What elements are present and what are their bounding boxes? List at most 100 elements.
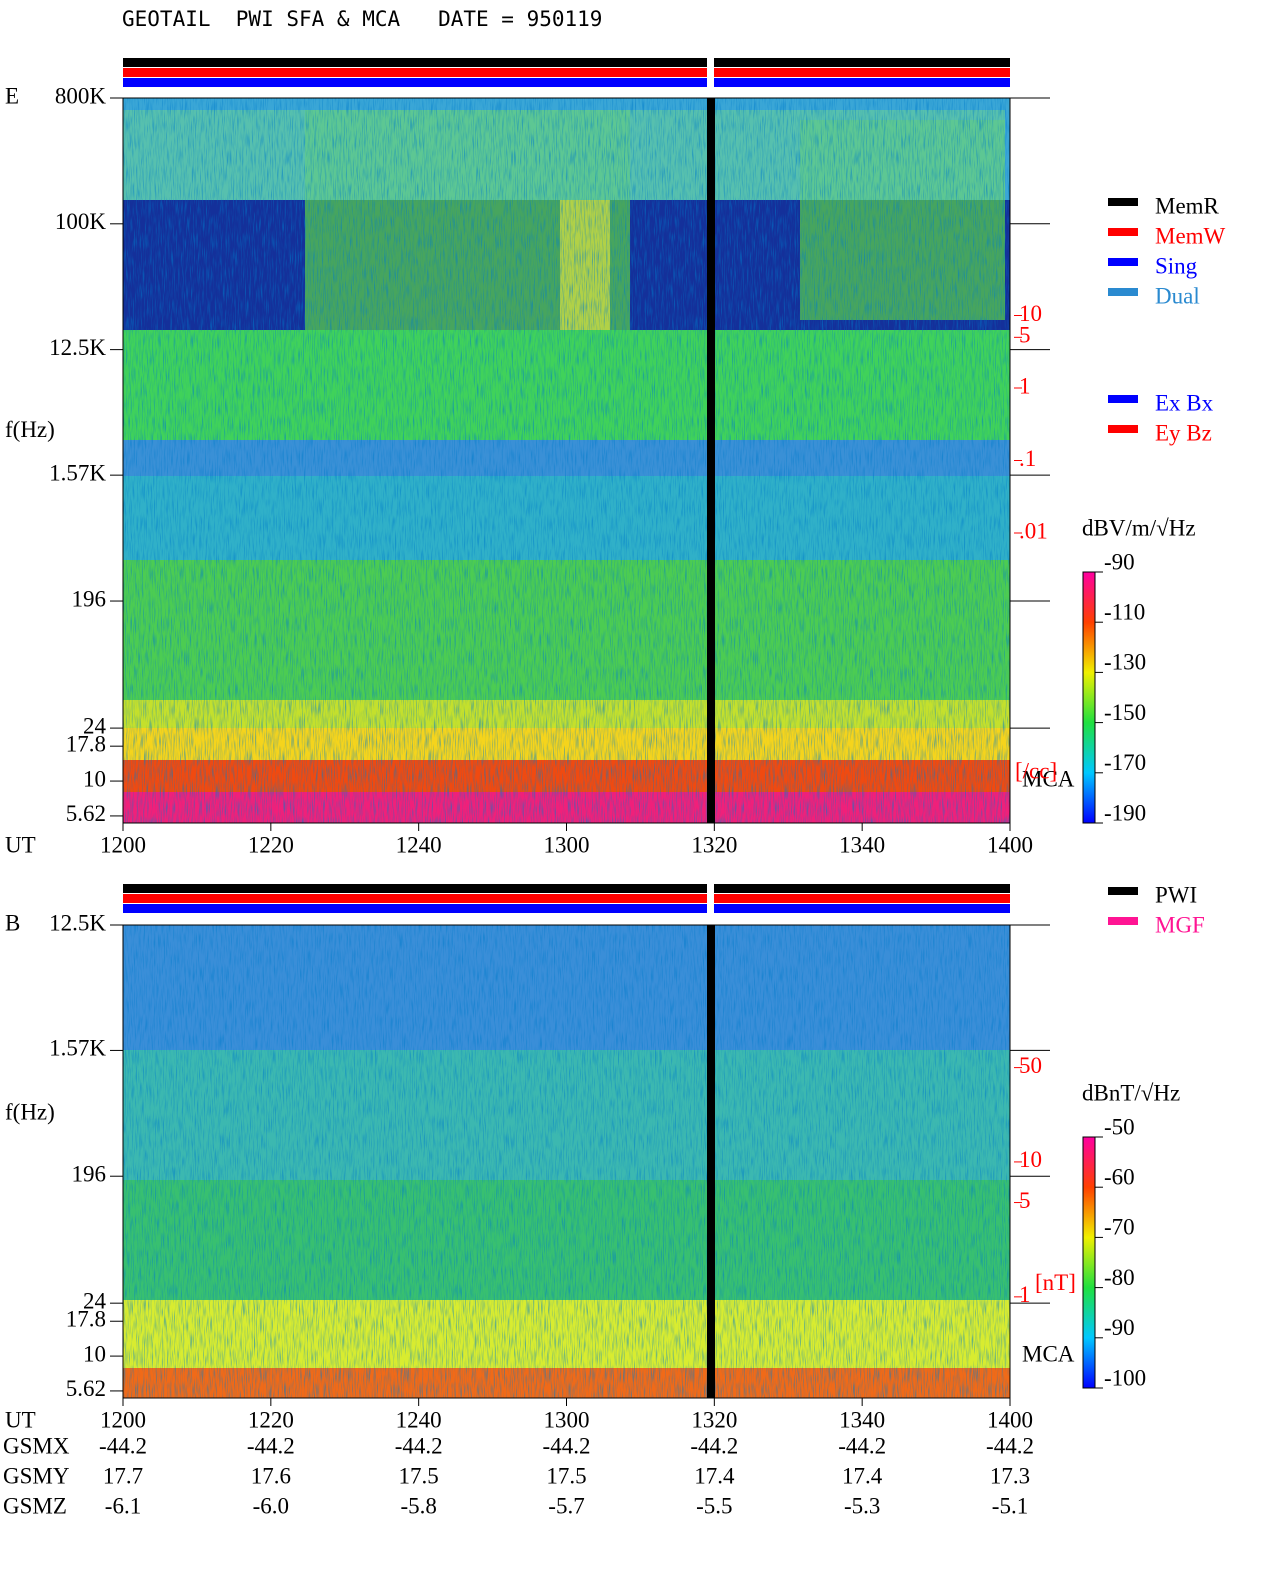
legend-swatch <box>1108 198 1138 206</box>
legend-label: Ex Bx <box>1155 390 1214 415</box>
orbit-value: -44.2 <box>395 1433 443 1458</box>
y-tick-label: 800K <box>55 83 107 108</box>
y2-tick-label: .01 <box>1019 518 1048 543</box>
data-gap <box>707 925 715 1398</box>
orbit-value: 17.6 <box>251 1463 291 1488</box>
y-tick-label: 17.8 <box>66 1307 106 1332</box>
orbit-value: -44.2 <box>99 1433 147 1458</box>
orbit-label: GSMZ <box>3 1493 67 1518</box>
status-bar <box>123 68 1010 77</box>
x-tick-label: 1320 <box>691 832 737 857</box>
status-bar <box>123 894 1010 903</box>
y-tick-label: 12.5K <box>49 335 106 360</box>
x-tick-label: 1240 <box>396 1407 442 1432</box>
y2-tick-label: 1 <box>1019 1282 1031 1307</box>
colorbar-tick-label: -130 <box>1104 650 1146 675</box>
y-tick-label: 196 <box>72 1161 107 1186</box>
colorbar <box>1082 571 1096 824</box>
x-tick-label: 1400 <box>987 832 1033 857</box>
x-tick-label: 1220 <box>248 832 294 857</box>
y-tick-label: 196 <box>72 586 107 611</box>
y2-tick-label: 5 <box>1019 1188 1031 1213</box>
panel-label: E <box>5 83 19 108</box>
x-tick-label: 1320 <box>691 1407 737 1432</box>
y2-axis-label: [/cc] <box>1015 758 1057 783</box>
legend-label: Sing <box>1155 253 1198 278</box>
x-tick-label: 1340 <box>839 1407 885 1432</box>
y2-tick-label: 5 <box>1019 323 1031 348</box>
colorbar-tick-label: -50 <box>1104 1114 1135 1139</box>
y-tick-label: 24 <box>83 1288 107 1313</box>
y2-tick-label: 50 <box>1019 1053 1042 1078</box>
x-axis-label: UT <box>5 832 36 857</box>
colorbar-label: dBnT/√Hz <box>1082 1080 1180 1105</box>
x-tick-label: 1400 <box>987 1407 1033 1432</box>
colorbar-tick-label: -90 <box>1104 549 1135 574</box>
band-label: MCA <box>1022 1341 1075 1366</box>
legend-swatch <box>1108 395 1138 403</box>
y-tick-label: 1.57K <box>49 1036 106 1061</box>
orbit-value: -5.7 <box>548 1493 584 1518</box>
orbit-value: 17.5 <box>546 1463 586 1488</box>
orbit-value: -6.1 <box>105 1493 141 1518</box>
status-bar <box>123 884 1010 893</box>
y2-tick-label: .1 <box>1019 446 1036 471</box>
orbit-value: -5.5 <box>696 1493 732 1518</box>
legend-label: MemW <box>1155 223 1226 248</box>
y2-axis-label: [nT] <box>1035 1270 1076 1295</box>
orbit-value: -5.3 <box>844 1493 880 1518</box>
y-axis-label: f(Hz) <box>5 1099 55 1124</box>
colorbar-tick-label: -190 <box>1104 800 1146 825</box>
colorbar-tick-label: -90 <box>1104 1315 1135 1340</box>
orbit-value: -5.1 <box>992 1493 1028 1518</box>
x-tick-label: 1200 <box>100 832 146 857</box>
y-tick-label: 10 <box>83 766 106 791</box>
x-tick-label: 1300 <box>544 1407 590 1432</box>
colorbar-tick-label: -150 <box>1104 700 1146 725</box>
x-tick-label: 1300 <box>544 832 590 857</box>
band-label: MCA <box>1022 766 1075 791</box>
y-tick-label: 17.8 <box>66 731 106 756</box>
y-tick-label: 100K <box>55 209 107 234</box>
y-tick-label: 5.62 <box>66 801 106 826</box>
orbit-value: -44.2 <box>543 1433 591 1458</box>
legend-swatch <box>1108 887 1138 895</box>
y2-tick-label: 10 <box>1019 1147 1042 1172</box>
panel-label: B <box>5 910 20 935</box>
orbit-value: -44.2 <box>986 1433 1034 1458</box>
spectrogram-noise <box>123 98 1010 823</box>
y-tick-label: 12.5K <box>49 910 106 935</box>
colorbar-label: dBV/m/√Hz <box>1082 515 1196 540</box>
orbit-value: 17.4 <box>694 1463 735 1488</box>
legend-swatch <box>1108 917 1138 925</box>
data-gap <box>707 98 715 823</box>
colorbar-tick-label: -100 <box>1104 1365 1146 1390</box>
y-tick-label: 24 <box>83 713 107 738</box>
legend-label: PWI <box>1155 882 1197 907</box>
colorbar-tick-label: -170 <box>1104 750 1146 775</box>
orbit-value: -44.2 <box>690 1433 738 1458</box>
orbit-value: -44.2 <box>838 1433 886 1458</box>
y-tick-label: 10 <box>83 1341 106 1366</box>
y-axis-label: f(Hz) <box>5 417 55 442</box>
x-tick-label: 1240 <box>396 832 442 857</box>
spectrogram-noise <box>123 925 1010 1398</box>
status-gap <box>707 58 714 87</box>
y-tick-label: 1.57K <box>49 460 106 485</box>
status-bar <box>123 58 1010 67</box>
orbit-value: -44.2 <box>247 1433 295 1458</box>
x-axis-label: UT <box>5 1407 36 1432</box>
colorbar <box>1082 1136 1096 1389</box>
colorbar-tick-label: -60 <box>1104 1164 1135 1189</box>
legend-swatch <box>1108 425 1138 433</box>
y2-tick-label: 1 <box>1019 373 1031 398</box>
colorbar-tick-label: -70 <box>1104 1215 1135 1240</box>
colorbar-tick-label: -110 <box>1104 599 1145 624</box>
legend-label: MGF <box>1155 912 1205 937</box>
status-bar <box>123 78 1010 87</box>
x-tick-label: 1200 <box>100 1407 146 1432</box>
status-gap <box>707 884 714 913</box>
legend-swatch <box>1108 288 1138 296</box>
x-tick-label: 1340 <box>839 832 885 857</box>
